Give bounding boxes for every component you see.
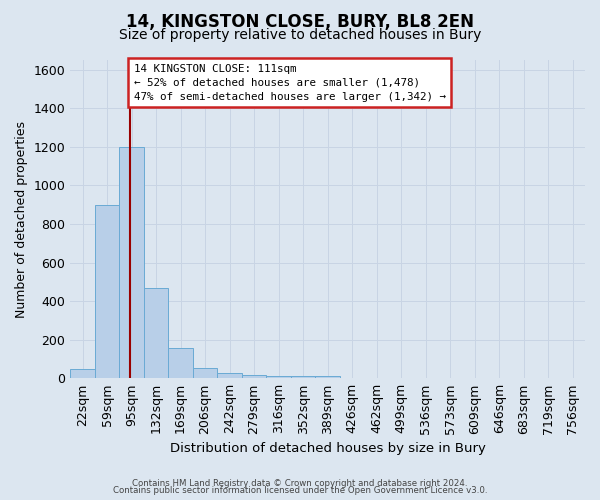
Text: Size of property relative to detached houses in Bury: Size of property relative to detached ho…: [119, 28, 481, 42]
Bar: [95, 204, 119, 378]
Bar: [266, 376, 291, 378]
Text: Contains HM Land Registry data © Crown copyright and database right 2024.: Contains HM Land Registry data © Crown c…: [132, 478, 468, 488]
Bar: [193, 368, 217, 378]
Text: 14, KINGSTON CLOSE, BURY, BL8 2EN: 14, KINGSTON CLOSE, BURY, BL8 2EN: [126, 12, 474, 30]
Bar: [70, 368, 95, 378]
Bar: [242, 376, 266, 378]
Bar: [169, 348, 193, 378]
Text: Contains public sector information licensed under the Open Government Licence v3: Contains public sector information licen…: [113, 486, 487, 495]
Text: 14 KINGSTON CLOSE: 111sqm
← 52% of detached houses are smaller (1,478)
47% of se: 14 KINGSTON CLOSE: 111sqm ← 52% of detac…: [134, 64, 446, 102]
X-axis label: Distribution of detached houses by size in Bury: Distribution of detached houses by size …: [170, 442, 485, 455]
Bar: [119, 147, 144, 378]
Bar: [291, 376, 316, 378]
Bar: [316, 376, 340, 378]
Bar: [144, 288, 169, 378]
Y-axis label: Number of detached properties: Number of detached properties: [15, 120, 28, 318]
Bar: [217, 372, 242, 378]
